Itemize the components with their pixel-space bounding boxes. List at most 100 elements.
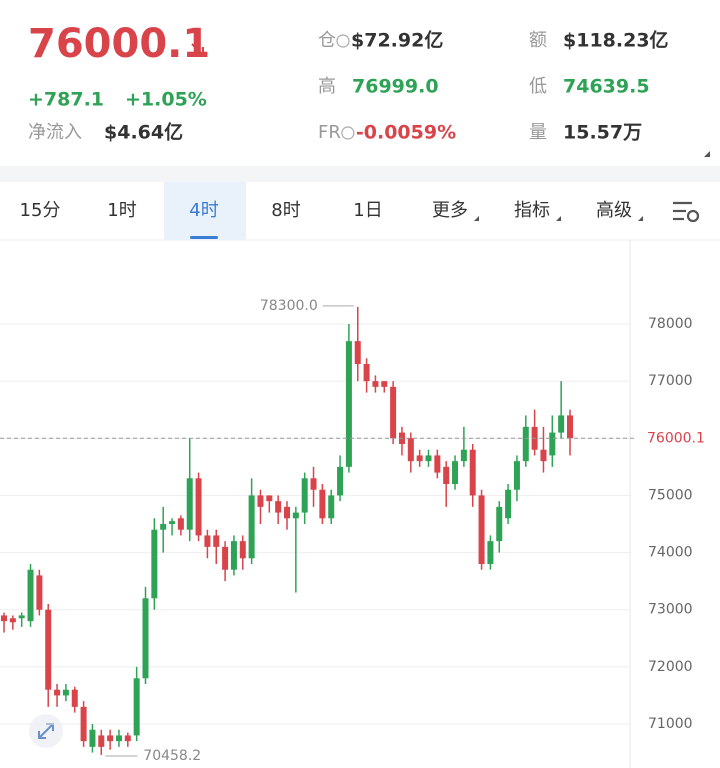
menu-caret [556, 216, 561, 221]
candle-body [363, 364, 370, 382]
candle-body [107, 735, 114, 742]
candle-body [434, 455, 441, 473]
tab[interactable]: 高级 [596, 200, 632, 221]
candle-body [505, 489, 512, 519]
candle-body [151, 529, 158, 599]
candle-body [522, 426, 529, 462]
stat-value: $72.92亿 [351, 29, 443, 52]
y-tick-label: 71000 [648, 716, 693, 732]
last-price-box [636, 427, 720, 450]
candle-body [310, 478, 317, 490]
candle-body [478, 495, 485, 564]
stat-value: 15.57万 [563, 122, 642, 144]
candle-body [284, 506, 290, 519]
y-tick-label: 73000 [648, 602, 693, 618]
y-tick-label: 77000 [648, 373, 693, 389]
info-icon [336, 34, 350, 48]
tab[interactable]: 8时 [271, 200, 300, 221]
stat-value: 76999.0 [352, 76, 439, 98]
menu-caret [474, 216, 479, 221]
candle-body [452, 461, 459, 484]
candle-body [133, 678, 140, 736]
candle-body [45, 609, 52, 690]
y-tick-label: 72000 [648, 659, 693, 675]
min-label: 70458.2 [143, 748, 201, 764]
candle-body [89, 729, 96, 747]
price: 76000.1 [28, 21, 210, 67]
candle-body [390, 386, 397, 439]
candle-body [98, 735, 105, 747]
candle-body [275, 501, 282, 513]
tab[interactable]: 指标 [514, 200, 550, 221]
candle-body [142, 598, 149, 679]
candle-body [177, 518, 184, 530]
stat-value: -0.0059% [356, 122, 456, 144]
stat-label: 量 [529, 122, 547, 143]
candle-body [496, 506, 503, 542]
y-tick-label: 78000 [648, 316, 693, 332]
net-inflow-label: 净流入 [28, 122, 82, 143]
stat-label: 仓 [318, 30, 336, 51]
y-tick-label: 75000 [648, 487, 693, 503]
settings-icon[interactable] [673, 201, 700, 223]
stat-label: 低 [529, 76, 547, 97]
candle-body [54, 689, 61, 696]
candle-body [248, 495, 255, 559]
candle-body [257, 495, 264, 507]
candle-body [425, 455, 432, 462]
stat-label: 额 [529, 30, 547, 51]
candle-body [469, 449, 476, 496]
tab[interactable]: 1日 [353, 200, 382, 221]
candle-body [372, 381, 379, 387]
candle-body [266, 495, 273, 502]
candle-body [345, 341, 352, 467]
net-inflow: $4.64亿 [104, 121, 183, 144]
active-tab-underline [190, 236, 218, 239]
candle-body [416, 455, 423, 462]
candle-body [513, 461, 520, 490]
candle-body [222, 546, 229, 570]
corner-mark [704, 151, 710, 157]
menu-caret [638, 216, 643, 221]
candle-body [549, 432, 556, 456]
info-icon [341, 126, 355, 140]
candle-body [328, 495, 335, 519]
candle-body [381, 381, 388, 387]
change: +787.1 [28, 89, 104, 111]
candle-body [567, 415, 573, 439]
candle-body [204, 535, 211, 547]
candle-body [195, 478, 202, 536]
stat-label: FR [318, 122, 341, 143]
stat-value: $118.23亿 [563, 29, 669, 52]
expand-button[interactable] [29, 714, 63, 748]
candle-body [27, 569, 34, 622]
max-label: 78300.0 [260, 298, 318, 314]
candle-body [80, 706, 87, 742]
candle-body [460, 449, 467, 462]
candle-body [1, 615, 7, 622]
tab[interactable]: 15分 [20, 200, 61, 221]
last-price-label: 76000.1 [647, 430, 705, 446]
tab[interactable]: 1时 [107, 200, 136, 221]
active-tab-bg [164, 182, 246, 240]
candle-body [239, 541, 246, 559]
separator [0, 166, 720, 182]
candle-body [443, 466, 450, 484]
candle-body [487, 541, 494, 564]
candle-body [169, 521, 176, 524]
down-arrow [191, 43, 204, 56]
candle-body [9, 618, 16, 623]
candle-body [292, 512, 299, 519]
candle-body [62, 689, 69, 696]
candle-body [558, 415, 565, 433]
candle-body [115, 735, 122, 742]
candle-body [337, 466, 344, 496]
candle-body [186, 478, 193, 530]
tab[interactable]: 4时 [189, 200, 218, 221]
candle-body [540, 449, 547, 462]
candle-body [407, 438, 414, 462]
tab[interactable]: 更多 [432, 200, 468, 221]
y-tick-label: 74000 [648, 545, 693, 561]
